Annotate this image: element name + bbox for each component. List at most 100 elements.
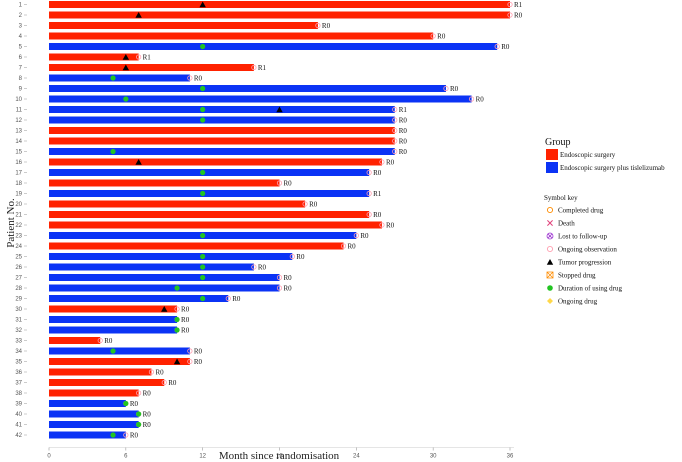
ongoing-observation-marker <box>507 12 513 18</box>
y-tick-label: 38 <box>15 391 22 397</box>
drug-duration-marker <box>200 253 206 260</box>
tumor-progression-marker <box>173 358 181 365</box>
legend-symbol-label-stopped-drug: Stopped drug <box>558 272 596 280</box>
ongoing-observation-marker <box>468 96 475 102</box>
legend-symbol-death <box>547 220 553 226</box>
y-tick-label: 11 <box>16 108 23 114</box>
drug-duration-marker <box>200 295 206 302</box>
ongoing-observation-marker <box>366 169 372 176</box>
legend-symbol-title: Symbol key <box>544 194 578 202</box>
ongoing-observation-marker <box>97 337 103 344</box>
resection-label: R0 <box>399 138 408 146</box>
bar-patient-28 <box>49 284 280 292</box>
bar-patient-29 <box>49 295 229 302</box>
bar-patient-7 <box>49 64 254 71</box>
resection-label: R0 <box>143 411 152 419</box>
y-tick-label: 40 <box>15 412 22 418</box>
drug-duration-marker <box>200 106 206 113</box>
bar-patient-3 <box>49 22 318 29</box>
bar-patient-17 <box>49 169 370 176</box>
resection-label: R0 <box>476 96 485 104</box>
y-tick-label: 5 <box>19 45 23 51</box>
resection-label: R0 <box>386 159 395 167</box>
resection-label: R0 <box>437 33 446 41</box>
legend-symbol-label-tumor-progression: Tumor progression <box>558 259 612 267</box>
bar-patient-27 <box>49 274 280 281</box>
tumor-progression-marker <box>122 54 130 60</box>
ongoing-observation-marker <box>136 54 142 60</box>
bar-patient-20 <box>49 200 306 208</box>
resection-label: R1 <box>143 54 152 62</box>
y-tick-label: 26 <box>15 265 22 271</box>
y-tick-label: 31 <box>15 318 22 324</box>
legend-symbol-duration-of-using-drug <box>547 285 553 291</box>
y-tick-label: 36 <box>15 370 22 376</box>
y-tick-label: 29 <box>15 297 22 303</box>
y-tick-label: 33 <box>15 339 22 345</box>
drug-duration-marker <box>136 411 142 417</box>
legend-symbol-completed-drug <box>546 206 554 214</box>
y-tick-label: 7 <box>19 66 23 72</box>
resection-label: R0 <box>130 400 139 408</box>
resection-label: R1 <box>399 106 408 114</box>
resection-label: R0 <box>373 211 382 219</box>
bar-patient-31 <box>49 316 178 323</box>
y-tick-label: 21 <box>15 213 22 219</box>
drug-duration-marker <box>174 285 180 291</box>
bar-patient-13 <box>49 127 395 134</box>
resection-label: R0 <box>450 85 459 93</box>
legend-symbol-label-lost-to-follow-up: Lost to follow-up <box>558 233 607 241</box>
resection-label: R0 <box>258 264 267 272</box>
ongoing-observation-marker <box>187 348 193 354</box>
drug-duration-marker <box>200 274 206 281</box>
bar-patient-16 <box>49 158 382 166</box>
y-tick-label: 6 <box>19 55 23 61</box>
bar-patient-14 <box>49 137 395 145</box>
resection-label: R0 <box>181 327 190 335</box>
y-tick-label: 42 <box>15 433 22 439</box>
drug-duration-marker <box>174 327 180 333</box>
y-tick-label: 35 <box>15 360 22 366</box>
x-tick-label: 6 <box>124 454 128 460</box>
bar-patient-39 <box>49 400 126 407</box>
ongoing-observation-marker <box>443 85 449 92</box>
y-tick-label: 28 <box>15 286 22 292</box>
ongoing-observation-marker <box>366 211 372 218</box>
ongoing-observation-marker <box>225 295 231 302</box>
y-tick-label: 18 <box>15 181 22 187</box>
y-tick-label: 15 <box>15 150 22 156</box>
resection-label: R0 <box>360 232 369 240</box>
resection-label: R0 <box>181 306 190 314</box>
plot-area: 0 6 12 18 24 30 36 1 R1 2 R0 3 R0 4 R0 5 R0 6 R1 7 R1 8 R0 9 R0 1… <box>15 1 523 460</box>
y-tick-label: 12 <box>15 118 22 124</box>
legend-label-endoscopic-surgery: Endoscopic surgery <box>560 151 616 159</box>
bar-patient-25 <box>49 253 293 260</box>
ongoing-observation-marker <box>353 232 359 239</box>
bar-patient-36 <box>49 368 152 376</box>
y-tick-label: 17 <box>15 171 22 177</box>
bar-patient-9 <box>49 85 446 92</box>
bar-patient-18 <box>49 179 280 187</box>
resection-label: R0 <box>399 117 408 125</box>
bar-patient-21 <box>49 211 370 218</box>
bar-patient-26 <box>49 263 254 271</box>
y-tick-label: 41 <box>15 423 22 429</box>
ongoing-observation-marker <box>340 243 347 249</box>
legend: Group Endoscopic surgery Endoscopic surg… <box>544 137 665 306</box>
bar-patient-35 <box>49 358 190 365</box>
bar-patient-24 <box>49 242 344 250</box>
y-tick-label: 34 <box>15 349 22 355</box>
x-tick-label: 36 <box>507 454 514 460</box>
ongoing-observation-marker <box>392 117 398 123</box>
ongoing-observation-marker <box>379 159 385 165</box>
ongoing-observation-marker <box>366 190 372 197</box>
y-tick-label: 32 <box>15 328 22 334</box>
ongoing-observation-marker <box>392 106 398 113</box>
y-tick-label: 8 <box>19 76 23 82</box>
ongoing-observation-marker <box>148 369 155 375</box>
legend-group-title: Group <box>545 137 571 148</box>
tumor-progression-marker <box>135 159 142 165</box>
legend-symbol-lost-to-follow-up <box>546 232 554 240</box>
resection-label: R0 <box>104 337 113 345</box>
ongoing-observation-marker <box>289 253 295 260</box>
